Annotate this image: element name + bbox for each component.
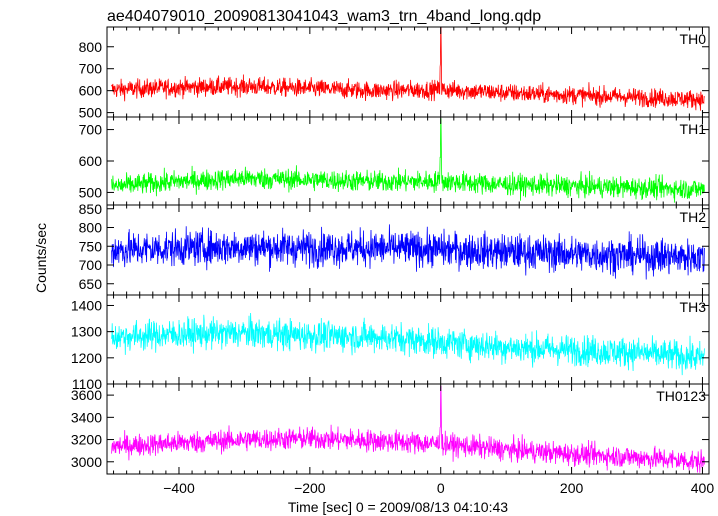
y-tick-label: 3400 [71,409,102,425]
y-tick-label: 650 [79,276,103,292]
y-tick-label: 500 [79,184,103,200]
y-tick-label: 1100 [72,376,102,392]
y-tick-label: 600 [79,153,103,169]
panel-th1: 500 600 700 TH1 [79,116,710,206]
panel-name-label: TH1 [680,121,707,137]
panel-frame [106,383,710,475]
panel-name-label: TH0 [680,31,707,47]
x-tick-label: 0 [437,480,445,496]
panel-th0: 500 600 700 800 TH0 [79,26,710,121]
y-tick-label: 750 [79,238,103,254]
x-tick-label: 200 [560,480,584,496]
y-tick-label: 3600 [71,387,102,403]
panel-name-label: TH3 [680,299,707,315]
y-tick-label: 850 [79,201,103,217]
y-tick-label: 700 [79,61,103,77]
x-tick-label: −400 [163,480,195,496]
y-tick-label: 1300 [71,324,102,340]
y-tick-label: 600 [79,83,103,99]
y-tick-label: 700 [79,257,103,273]
panel-th0123: 3000 3200 3400 3600 TH0123 [71,383,710,475]
panel-name-label: TH0123 [656,388,706,404]
y-tick-label: 700 [79,122,103,138]
y-tick-label: 500 [79,105,103,121]
y-tick-label: 3000 [71,454,102,470]
y-tick-label: 1400 [71,297,102,313]
y-tick-label: 1200 [71,350,102,366]
y-tick-label: 800 [79,220,103,236]
y-tick-label: 800 [79,39,103,55]
panels-group: 500 600 700 800 TH0 500 600 700 TH1 650 700 750 800 8… [71,26,715,496]
x-tick-label: −200 [294,480,326,496]
panel-name-label: TH2 [680,209,707,225]
x-tick-label: 400 [691,480,715,496]
series-line-th2 [111,224,705,280]
series-line-th0 [111,27,705,111]
panel-frame [106,26,710,118]
panel-th2: 650 700 750 800 850 TH2 [79,201,710,296]
chart-title: ae404079010_20090813041043_wam3_trn_4ban… [107,8,541,25]
series-line-th0123 [111,385,705,473]
panel-th3: 1100 1200 1300 1400 TH3 [71,294,710,392]
series-line-th1 [111,118,705,203]
y-tick-label: 3200 [71,432,102,448]
y-axis-label: Counts/sec [33,223,49,293]
series-line-th3 [111,312,705,376]
x-axis-label: Time [sec] 0 = 2009/08/13 04:10:43 [288,499,508,515]
